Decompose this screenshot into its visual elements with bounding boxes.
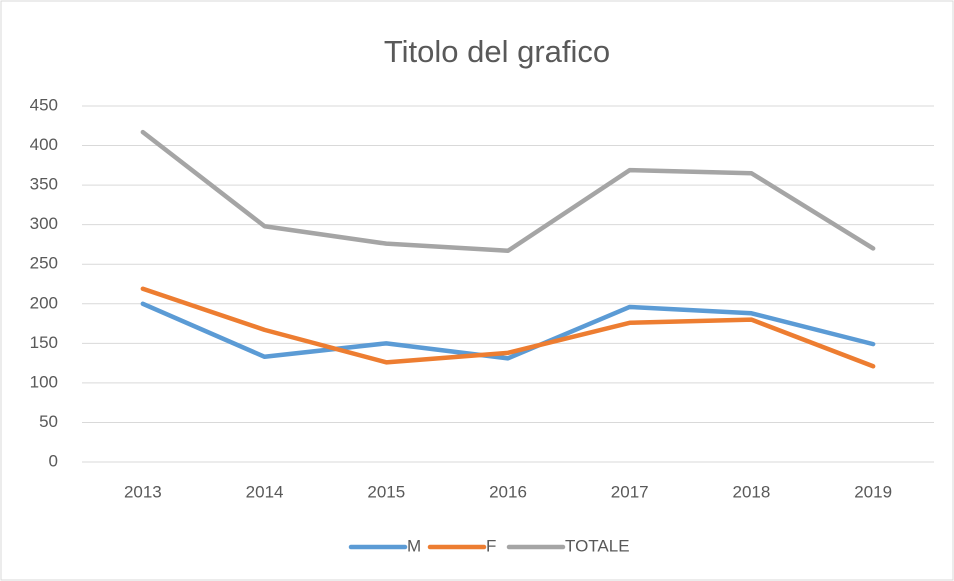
y-tick-label: 200 [30, 293, 58, 312]
x-tick-label: 2016 [489, 482, 527, 501]
legend-label: M [407, 536, 421, 555]
series-line [140, 129, 876, 254]
x-tick-label: 2017 [611, 482, 649, 501]
y-tick-label: 0 [49, 451, 58, 470]
series-line [140, 286, 876, 369]
y-tick-label: 250 [30, 254, 58, 273]
chart-title: Titolo del grafico [384, 34, 610, 69]
y-tick-label: 400 [30, 135, 58, 154]
y-tick-label: 50 [39, 412, 58, 431]
x-tick-label: 2018 [733, 482, 771, 501]
legend-label: TOTALE [565, 536, 630, 555]
y-tick-label: 150 [30, 333, 58, 352]
x-tick-label: 2019 [854, 482, 892, 501]
legend-label: F [486, 536, 496, 555]
y-tick-label: 100 [30, 372, 58, 391]
series-line [140, 301, 876, 361]
y-tick-label: 350 [30, 175, 58, 194]
x-tick-label: 2013 [124, 482, 162, 501]
x-tick-label: 2015 [367, 482, 405, 501]
x-tick-label: 2014 [246, 482, 284, 501]
y-tick-label: 450 [30, 95, 58, 114]
y-tick-label: 300 [30, 214, 58, 233]
